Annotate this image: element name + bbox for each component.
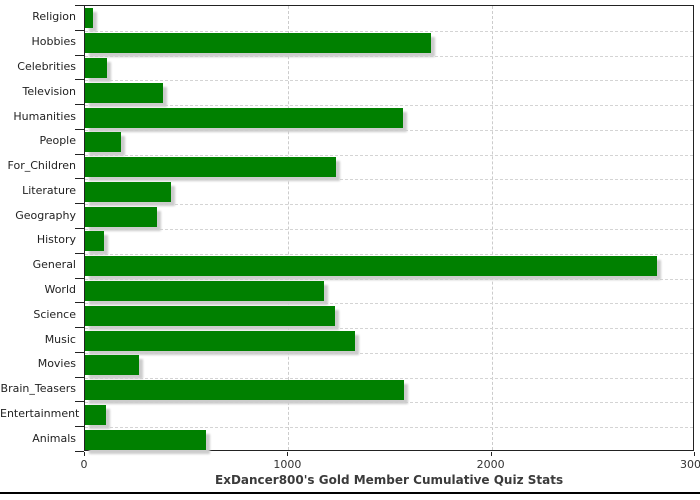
y-tick-mark [75,376,84,378]
y-tick-mark [75,178,84,180]
vertical-gridline [288,6,290,450]
category-label: World [44,282,76,296]
horizontal-gridline [85,154,693,156]
y-tick-mark [75,302,84,304]
y-tick-mark [75,351,84,353]
bar-animals [85,429,206,450]
y-tick-mark [75,277,84,279]
bar-movies [85,355,139,376]
horizontal-gridline [85,377,693,379]
horizontal-gridline [85,129,693,131]
category-label: Television [22,84,77,98]
category-label: For_Children [7,159,76,173]
y-tick-mark [75,327,84,329]
vertical-gridline [491,6,493,450]
bar-music [85,330,356,351]
horizontal-gridline [85,105,693,107]
category-label: General [32,258,76,272]
horizontal-gridline [85,179,693,181]
x-tick-mark [84,452,85,456]
horizontal-gridline [85,30,693,32]
y-tick-mark [75,451,84,452]
bar-religion [85,8,94,29]
category-label: Hobbies [31,35,76,49]
bar-world [85,280,324,301]
plot-area [84,5,694,451]
bar-for_children [85,157,337,178]
category-label: Literature [22,183,76,197]
bar-geography [85,206,158,227]
y-tick-mark [75,79,84,81]
horizontal-gridline [85,55,693,57]
category-label: People [39,134,76,148]
bar-science [85,305,336,326]
x-tick-label: 0 [80,458,88,471]
y-tick-mark [75,5,84,6]
bar-brain_teasers [85,380,405,401]
y-tick-mark [75,104,84,106]
y-tick-mark [75,128,84,130]
category-label: History [36,233,76,247]
category-label: Geography [15,208,76,222]
horizontal-gridline [85,253,693,255]
x-tick-label: 1000 [273,458,302,471]
category-label: Religion [32,10,76,24]
horizontal-gridline [85,402,693,404]
category-label: Celebrities [17,59,76,73]
bottom-divider [0,492,700,494]
category-label: Science [33,307,76,321]
bar-hobbies [85,33,431,54]
horizontal-gridline [85,278,693,280]
horizontal-gridline [85,328,693,330]
y-tick-mark [75,401,84,403]
horizontal-gridline [85,204,693,206]
bar-people [85,132,121,153]
y-tick-mark [75,252,84,254]
bar-humanities [85,107,404,128]
category-label: Movies [37,357,76,371]
horizontal-gridline [85,303,693,305]
y-tick-mark [75,228,84,229]
category-label: Entertainment [0,406,80,420]
y-tick-mark [75,203,84,205]
bar-television [85,82,164,103]
category-label: Music [44,332,76,346]
y-tick-mark [75,29,84,31]
horizontal-gridline [85,427,693,429]
y-tick-mark [75,54,84,56]
horizontal-gridline [85,80,693,82]
bar-general [85,256,658,277]
x-tick-label: 3000 [680,458,700,471]
category-label: Brain_Teasers [0,382,76,396]
category-label: Humanities [13,109,76,123]
chart-title: ExDancer800's Gold Member Cumulative Qui… [215,473,564,487]
category-label: Animals [32,431,76,445]
bar-history [85,231,105,252]
x-tick-mark [694,452,695,456]
horizontal-gridline [85,352,693,354]
bar-entertainment [85,404,106,425]
x-tick-label: 2000 [476,458,505,471]
y-tick-mark [75,426,84,428]
y-tick-mark [75,153,84,155]
x-tick-mark [287,452,289,456]
horizontal-gridline [85,229,693,230]
bar-celebrities [85,57,108,78]
bar-literature [85,181,172,202]
x-tick-mark [490,452,492,456]
